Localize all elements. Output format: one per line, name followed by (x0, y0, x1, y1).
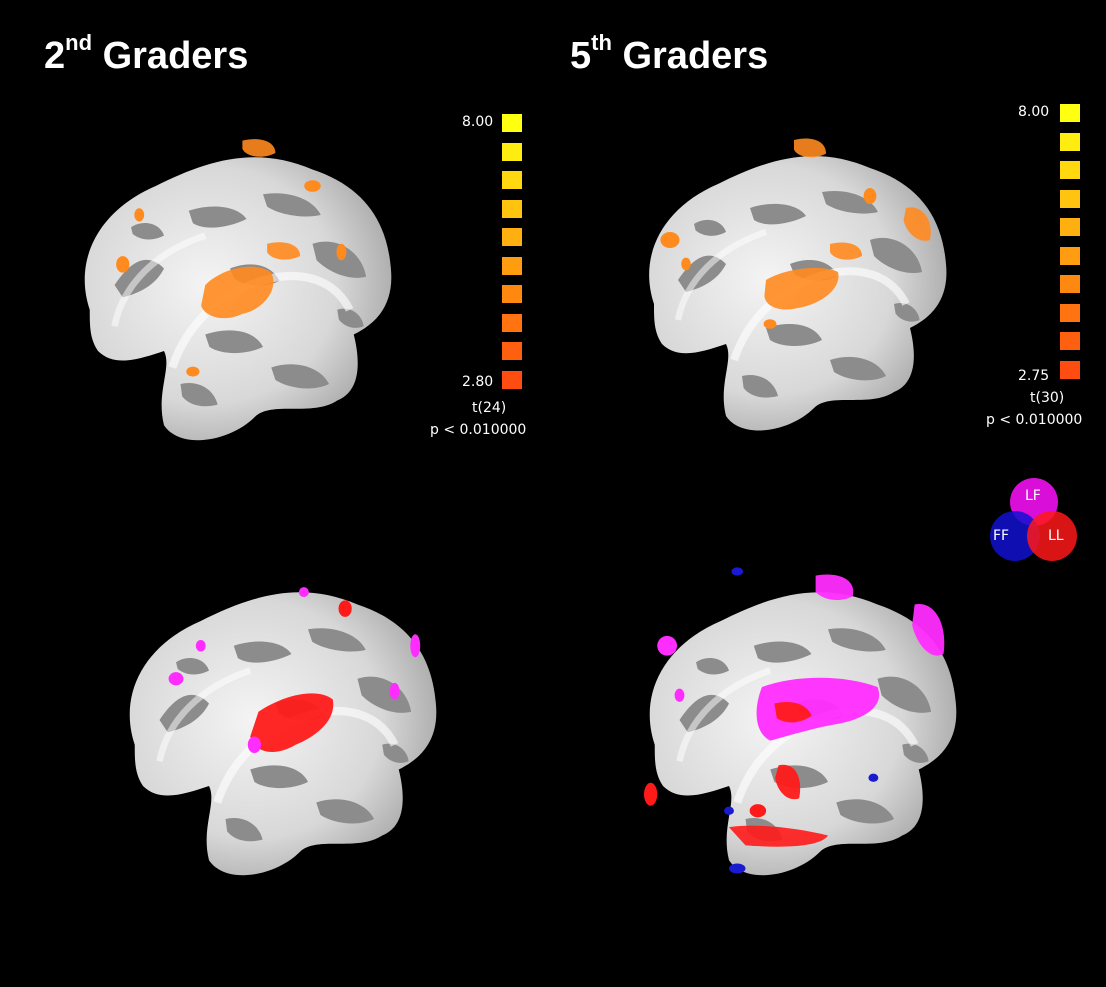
activation-blob (774, 701, 812, 723)
colorbar-swatch (502, 199, 522, 218)
activation-blob (336, 243, 347, 261)
colorbar-swatch (502, 313, 522, 332)
activation-blob (749, 804, 767, 818)
colorbar-min-label: 2.80 (462, 374, 494, 390)
title-2nd-graders: 2nd Graders (44, 30, 249, 77)
activation-blob (267, 242, 301, 260)
colorbar-dof-label: t(30) (1030, 390, 1065, 406)
activation-blob (756, 677, 880, 741)
activation-blob (298, 587, 309, 598)
activation-blob (242, 139, 276, 157)
title-5th-graders: 5th Graders (570, 30, 769, 77)
brain-2nd-top (30, 139, 430, 450)
colorbar-swatch (1060, 246, 1080, 265)
activation-blob (338, 600, 352, 617)
activation-blob (830, 242, 862, 260)
activation-blob (644, 782, 658, 806)
colorbar-swatch (502, 142, 522, 161)
colorbar-swatch (502, 171, 522, 189)
colorbar-swatch (502, 256, 522, 275)
activation-blob (729, 825, 828, 847)
brain-5th-top (600, 138, 980, 440)
activation-blob (304, 180, 321, 192)
colorbar-swatch (1060, 332, 1080, 350)
activation-blob (868, 773, 879, 782)
colorbar-swatch (1060, 132, 1080, 151)
brain-5th-bottom (644, 567, 995, 885)
activation-blob (681, 257, 691, 271)
activation-blob (903, 207, 931, 241)
brain-2nd-bottom (75, 587, 475, 885)
colorbar-swatch (1060, 303, 1080, 322)
activation-blob (731, 567, 744, 576)
activation-blob (912, 604, 945, 656)
colorbar-swatch (1060, 275, 1080, 293)
activation-blob (389, 682, 400, 700)
activation-blob (815, 574, 854, 601)
activation-blob (729, 863, 746, 874)
colorbar-swatch (502, 228, 522, 246)
colorbar-5th: 8.00 2.75 t(30) p < 0.010000 (984, 100, 1094, 430)
colorbar-max-label: 8.00 (1018, 104, 1050, 120)
activation-blob (250, 693, 334, 752)
colorbar-swatch (1060, 218, 1080, 236)
colorbar-swatch (502, 114, 522, 132)
activation-blob (764, 267, 839, 310)
legend-ff-label: FF (993, 528, 1010, 544)
activation-blob (660, 232, 680, 248)
activation-blob (724, 806, 734, 815)
colorbar-2nd: 8.00 2.80 t(24) p < 0.010000 (430, 110, 540, 440)
colorbar-max-label: 8.00 (462, 114, 494, 130)
activation-blob (763, 319, 777, 329)
activation-blob (116, 256, 130, 273)
activation-blob (168, 672, 184, 686)
activation-blob (775, 764, 801, 800)
colorbar-swatch (1060, 189, 1080, 208)
activation-blob (134, 208, 145, 222)
activation-blob (794, 138, 826, 158)
colorbar-swatch (502, 285, 522, 303)
colorbar-swatch (1060, 104, 1080, 122)
activation-blob (195, 639, 206, 652)
colorbar-swatch (502, 370, 522, 389)
colorbar-swatch (502, 342, 522, 360)
colorbar-swatch (1060, 360, 1080, 379)
activation-blob (201, 266, 274, 319)
colorbar-min-label: 2.75 (1018, 368, 1050, 384)
colorbar-p-label: p < 0.010000 (430, 422, 527, 438)
colorbar-p-label: p < 0.010000 (986, 412, 1083, 428)
overlap-legend: LF FF LL (988, 476, 1080, 566)
colorbar-dof-label: t(24) (472, 400, 507, 416)
activation-blob (657, 635, 678, 656)
legend-ll-label: LL (1048, 528, 1064, 544)
legend-lf-label: LF (1025, 488, 1041, 504)
activation-blob (674, 688, 685, 702)
activation-blob (863, 188, 877, 204)
activation-blob (247, 736, 261, 753)
colorbar-swatch (1060, 161, 1080, 179)
activation-blob (186, 366, 200, 377)
activation-blob (410, 634, 421, 658)
venn-diagram (990, 478, 1077, 561)
